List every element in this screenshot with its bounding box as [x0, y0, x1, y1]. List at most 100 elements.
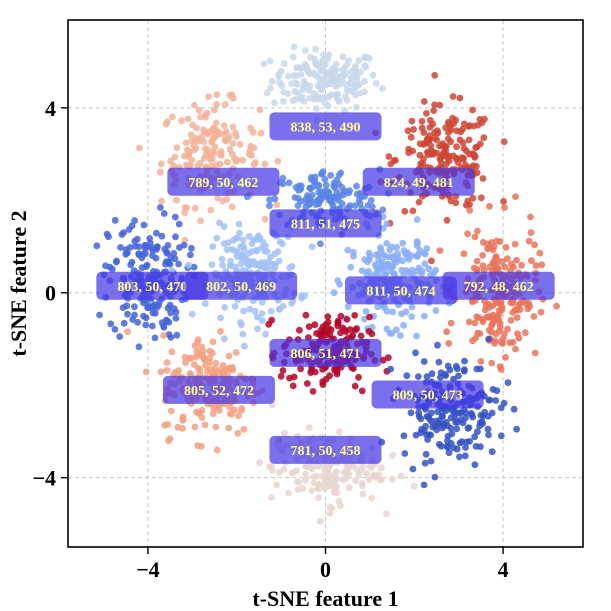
data-point — [190, 361, 198, 368]
data-point — [496, 323, 504, 331]
data-point — [309, 388, 317, 395]
data-point — [531, 241, 538, 249]
data-point — [443, 216, 451, 224]
data-point — [493, 312, 501, 320]
data-point — [488, 409, 496, 417]
data-point — [210, 124, 218, 132]
data-point — [469, 194, 477, 202]
data-point — [514, 330, 521, 337]
data-point — [197, 113, 205, 121]
data-point — [408, 252, 416, 259]
data-point — [234, 429, 242, 437]
data-point — [357, 89, 364, 97]
cluster-label-text: 802, 50, 469 — [206, 280, 276, 295]
data-point — [444, 432, 452, 440]
data-point — [403, 372, 411, 380]
data-point — [372, 80, 380, 87]
data-point — [428, 257, 435, 265]
data-point — [339, 324, 346, 332]
data-point — [334, 277, 342, 284]
data-point — [401, 450, 409, 457]
data-point — [191, 342, 199, 349]
data-point — [300, 77, 308, 85]
data-point — [230, 236, 237, 244]
data-point — [390, 270, 397, 278]
data-point — [163, 359, 171, 366]
data-point — [224, 136, 232, 144]
data-point — [318, 86, 325, 94]
data-point — [399, 257, 406, 265]
data-point — [474, 329, 482, 337]
data-point — [420, 481, 428, 489]
data-point — [336, 428, 343, 436]
data-point — [198, 133, 206, 140]
data-point — [358, 387, 366, 395]
data-point — [222, 128, 230, 136]
x-tick-label: 0 — [320, 557, 331, 582]
data-point — [345, 189, 353, 197]
data-point — [220, 240, 228, 248]
data-point — [501, 204, 508, 211]
data-point — [157, 160, 165, 168]
data-point — [148, 303, 156, 311]
data-point — [460, 154, 467, 162]
data-point — [420, 358, 428, 365]
data-point — [344, 303, 352, 311]
data-point — [246, 305, 254, 313]
data-point — [313, 472, 321, 480]
data-point — [316, 60, 324, 68]
cluster-label-box — [167, 167, 280, 196]
data-point — [333, 475, 340, 483]
data-point — [427, 457, 435, 465]
data-point — [218, 150, 225, 158]
data-point — [187, 251, 194, 259]
data-point — [377, 247, 385, 255]
cluster-label-text: 806, 51, 471 — [291, 347, 361, 362]
data-point — [343, 316, 351, 323]
data-point — [257, 129, 265, 137]
data-point — [361, 62, 369, 70]
data-point — [135, 343, 143, 351]
data-point — [361, 77, 368, 85]
data-point — [293, 81, 301, 88]
cluster-label-box — [442, 271, 555, 300]
data-point — [323, 81, 330, 89]
data-point — [357, 68, 364, 76]
y-tick-label: 4 — [45, 96, 56, 121]
data-point — [388, 330, 396, 337]
data-point — [471, 319, 479, 327]
data-point — [293, 478, 301, 486]
data-point — [462, 409, 470, 417]
data-point — [184, 115, 192, 123]
data-point — [185, 354, 193, 362]
data-point — [225, 352, 233, 360]
data-point — [469, 106, 476, 114]
data-point — [284, 90, 291, 97]
cluster-label-box — [185, 271, 298, 300]
y-tick-label: 0 — [45, 281, 56, 306]
data-point — [195, 106, 203, 114]
data-point — [350, 248, 357, 256]
data-point — [363, 470, 371, 477]
data-point — [227, 262, 235, 269]
data-point — [480, 134, 488, 142]
data-point — [213, 446, 221, 454]
data-point — [210, 106, 218, 114]
data-point — [223, 246, 231, 254]
data-point — [172, 314, 180, 322]
data-point — [386, 246, 393, 254]
cluster-label: 838, 53, 490 — [269, 112, 382, 141]
data-point — [318, 95, 326, 103]
data-point — [353, 465, 361, 473]
data-point — [478, 194, 485, 202]
data-point — [168, 348, 176, 356]
data-point — [357, 332, 365, 340]
data-point — [507, 260, 515, 268]
data-point — [419, 159, 426, 167]
data-point — [315, 494, 322, 502]
data-point — [262, 330, 269, 338]
data-point — [444, 154, 452, 162]
data-point — [166, 435, 174, 443]
data-point — [261, 247, 269, 255]
data-point — [119, 304, 127, 311]
